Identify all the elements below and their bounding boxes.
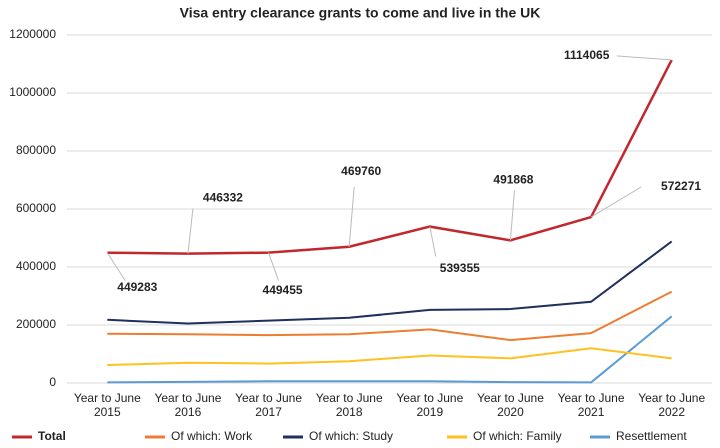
y-tick-label: 800000	[16, 143, 56, 157]
series-line	[107, 315, 673, 384]
series-line	[107, 59, 673, 255]
legend-label: Resettlement	[616, 429, 687, 443]
data-label: 449455	[263, 283, 303, 297]
leader-line	[590, 186, 642, 218]
series-line	[107, 290, 673, 342]
x-tick-label: Year to June 2015	[73, 391, 141, 419]
legend-label: Of which: Work	[171, 429, 253, 443]
series-line	[107, 240, 673, 325]
y-tick-label: 600000	[16, 201, 56, 215]
legend-label: Of which: Study	[309, 429, 393, 443]
leader-line	[429, 226, 437, 257]
x-tick-label: Year to June 2021	[557, 391, 625, 419]
x-tick-label: Year to June 2022	[638, 391, 706, 419]
x-tick-label: Year to June 2017	[235, 391, 303, 419]
leader-line	[509, 190, 515, 241]
legend-label: Of which: Family	[473, 429, 562, 443]
x-tick-label: Year to June 2016	[154, 391, 222, 419]
series-line	[107, 347, 672, 367]
data-label: 1114065	[564, 48, 610, 62]
y-tick-label: 200000	[16, 317, 56, 331]
x-tick-label: Year to June 2018	[315, 391, 383, 419]
y-tick-label: 0	[49, 375, 56, 389]
chart-title: Visa entry clearance grants to come and …	[180, 5, 541, 21]
leader-line	[106, 252, 126, 281]
y-tick-label: 1000000	[9, 85, 56, 99]
x-tick-label: Year to June 2020	[476, 391, 544, 419]
data-label: 469760	[341, 164, 381, 178]
data-label: 539355	[440, 261, 480, 275]
data-label: 446332	[203, 191, 243, 205]
data-label: 572271	[661, 179, 701, 193]
x-tick-label: Year to June 2019	[396, 391, 464, 419]
legend-label: Total	[38, 429, 66, 443]
leader-line	[268, 252, 280, 281]
leader-line	[348, 186, 355, 247]
leader-line	[187, 208, 194, 254]
y-tick-label: 1200000	[9, 27, 56, 41]
data-label: 491868	[493, 173, 533, 187]
data-label: 449283	[117, 280, 157, 294]
y-tick-label: 400000	[16, 259, 56, 273]
leader-line	[616, 55, 672, 61]
